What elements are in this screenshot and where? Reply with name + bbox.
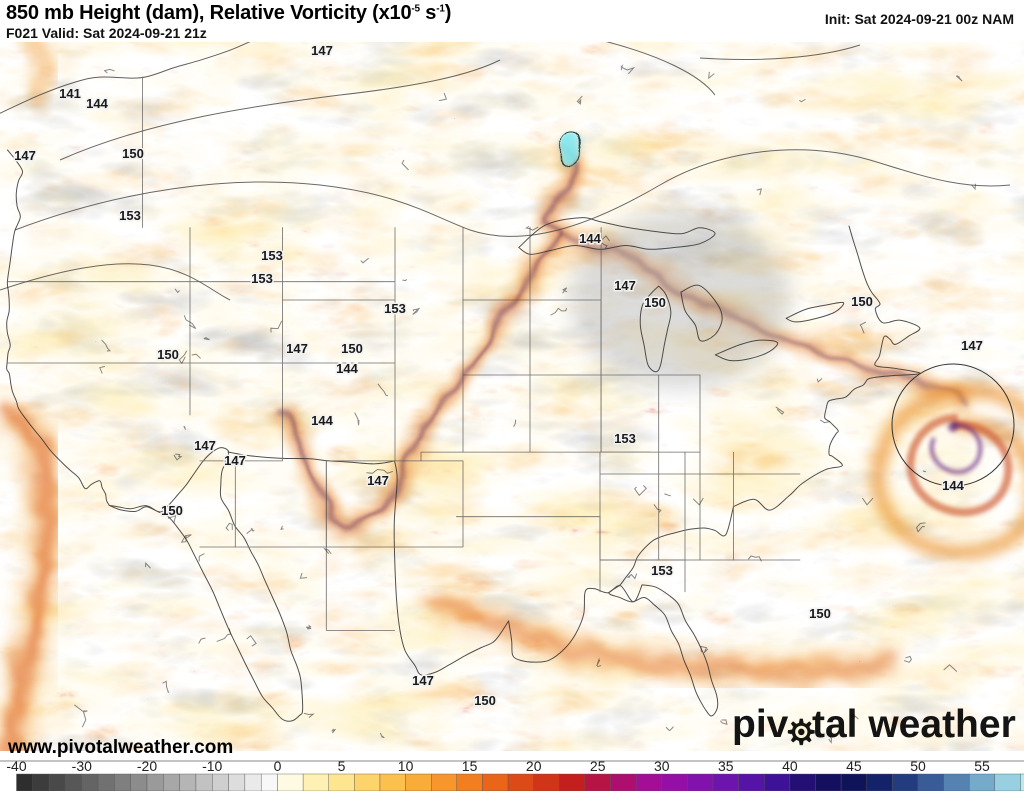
svg-text:147: 147 <box>14 148 36 163</box>
svg-text:www.pivotalweather.com: www.pivotalweather.com <box>7 737 233 758</box>
svg-text:0: 0 <box>274 758 282 774</box>
svg-text:40: 40 <box>782 758 798 774</box>
svg-text:150: 150 <box>809 606 831 621</box>
svg-text:147: 147 <box>961 338 983 353</box>
svg-text:-10: -10 <box>202 758 222 774</box>
svg-text:147: 147 <box>194 438 216 453</box>
svg-text:150: 150 <box>474 693 496 708</box>
svg-text:25: 25 <box>590 758 606 774</box>
svg-text:147: 147 <box>311 43 333 58</box>
svg-text:piv: piv <box>732 703 789 746</box>
svg-text:153: 153 <box>384 301 406 316</box>
svg-text:144: 144 <box>311 413 333 428</box>
svg-text:150: 150 <box>851 294 873 309</box>
svg-text:141: 141 <box>59 86 81 101</box>
svg-text:150: 150 <box>157 347 179 362</box>
svg-text:5: 5 <box>338 758 346 774</box>
svg-text:55: 55 <box>974 758 990 774</box>
svg-text:144: 144 <box>86 96 108 111</box>
svg-text:144: 144 <box>579 231 601 246</box>
svg-text:153: 153 <box>119 208 141 223</box>
svg-text:-30: -30 <box>72 758 92 774</box>
svg-text:-20: -20 <box>137 758 157 774</box>
svg-text:153: 153 <box>261 248 283 263</box>
svg-text:20: 20 <box>526 758 542 774</box>
svg-text:147: 147 <box>286 341 308 356</box>
svg-text:147: 147 <box>224 453 246 468</box>
svg-text:153: 153 <box>651 563 673 578</box>
svg-text:147: 147 <box>412 673 434 688</box>
svg-text:45: 45 <box>846 758 862 774</box>
svg-text:147: 147 <box>614 278 636 293</box>
svg-text:15: 15 <box>462 758 478 774</box>
svg-text:144: 144 <box>336 361 358 376</box>
svg-text:-40: -40 <box>6 758 26 774</box>
svg-text:30: 30 <box>654 758 670 774</box>
svg-text:150: 150 <box>161 503 183 518</box>
svg-text:147: 147 <box>367 473 389 488</box>
svg-text:150: 150 <box>341 341 363 356</box>
svg-text:150: 150 <box>644 295 666 310</box>
svg-text:35: 35 <box>718 758 734 774</box>
svg-text:10: 10 <box>398 758 414 774</box>
svg-text:tal weather: tal weather <box>812 703 1016 746</box>
svg-text:144: 144 <box>942 478 964 493</box>
svg-text:50: 50 <box>910 758 926 774</box>
svg-text:150: 150 <box>122 146 144 161</box>
svg-text:153: 153 <box>614 431 636 446</box>
svg-text:153: 153 <box>251 271 273 286</box>
